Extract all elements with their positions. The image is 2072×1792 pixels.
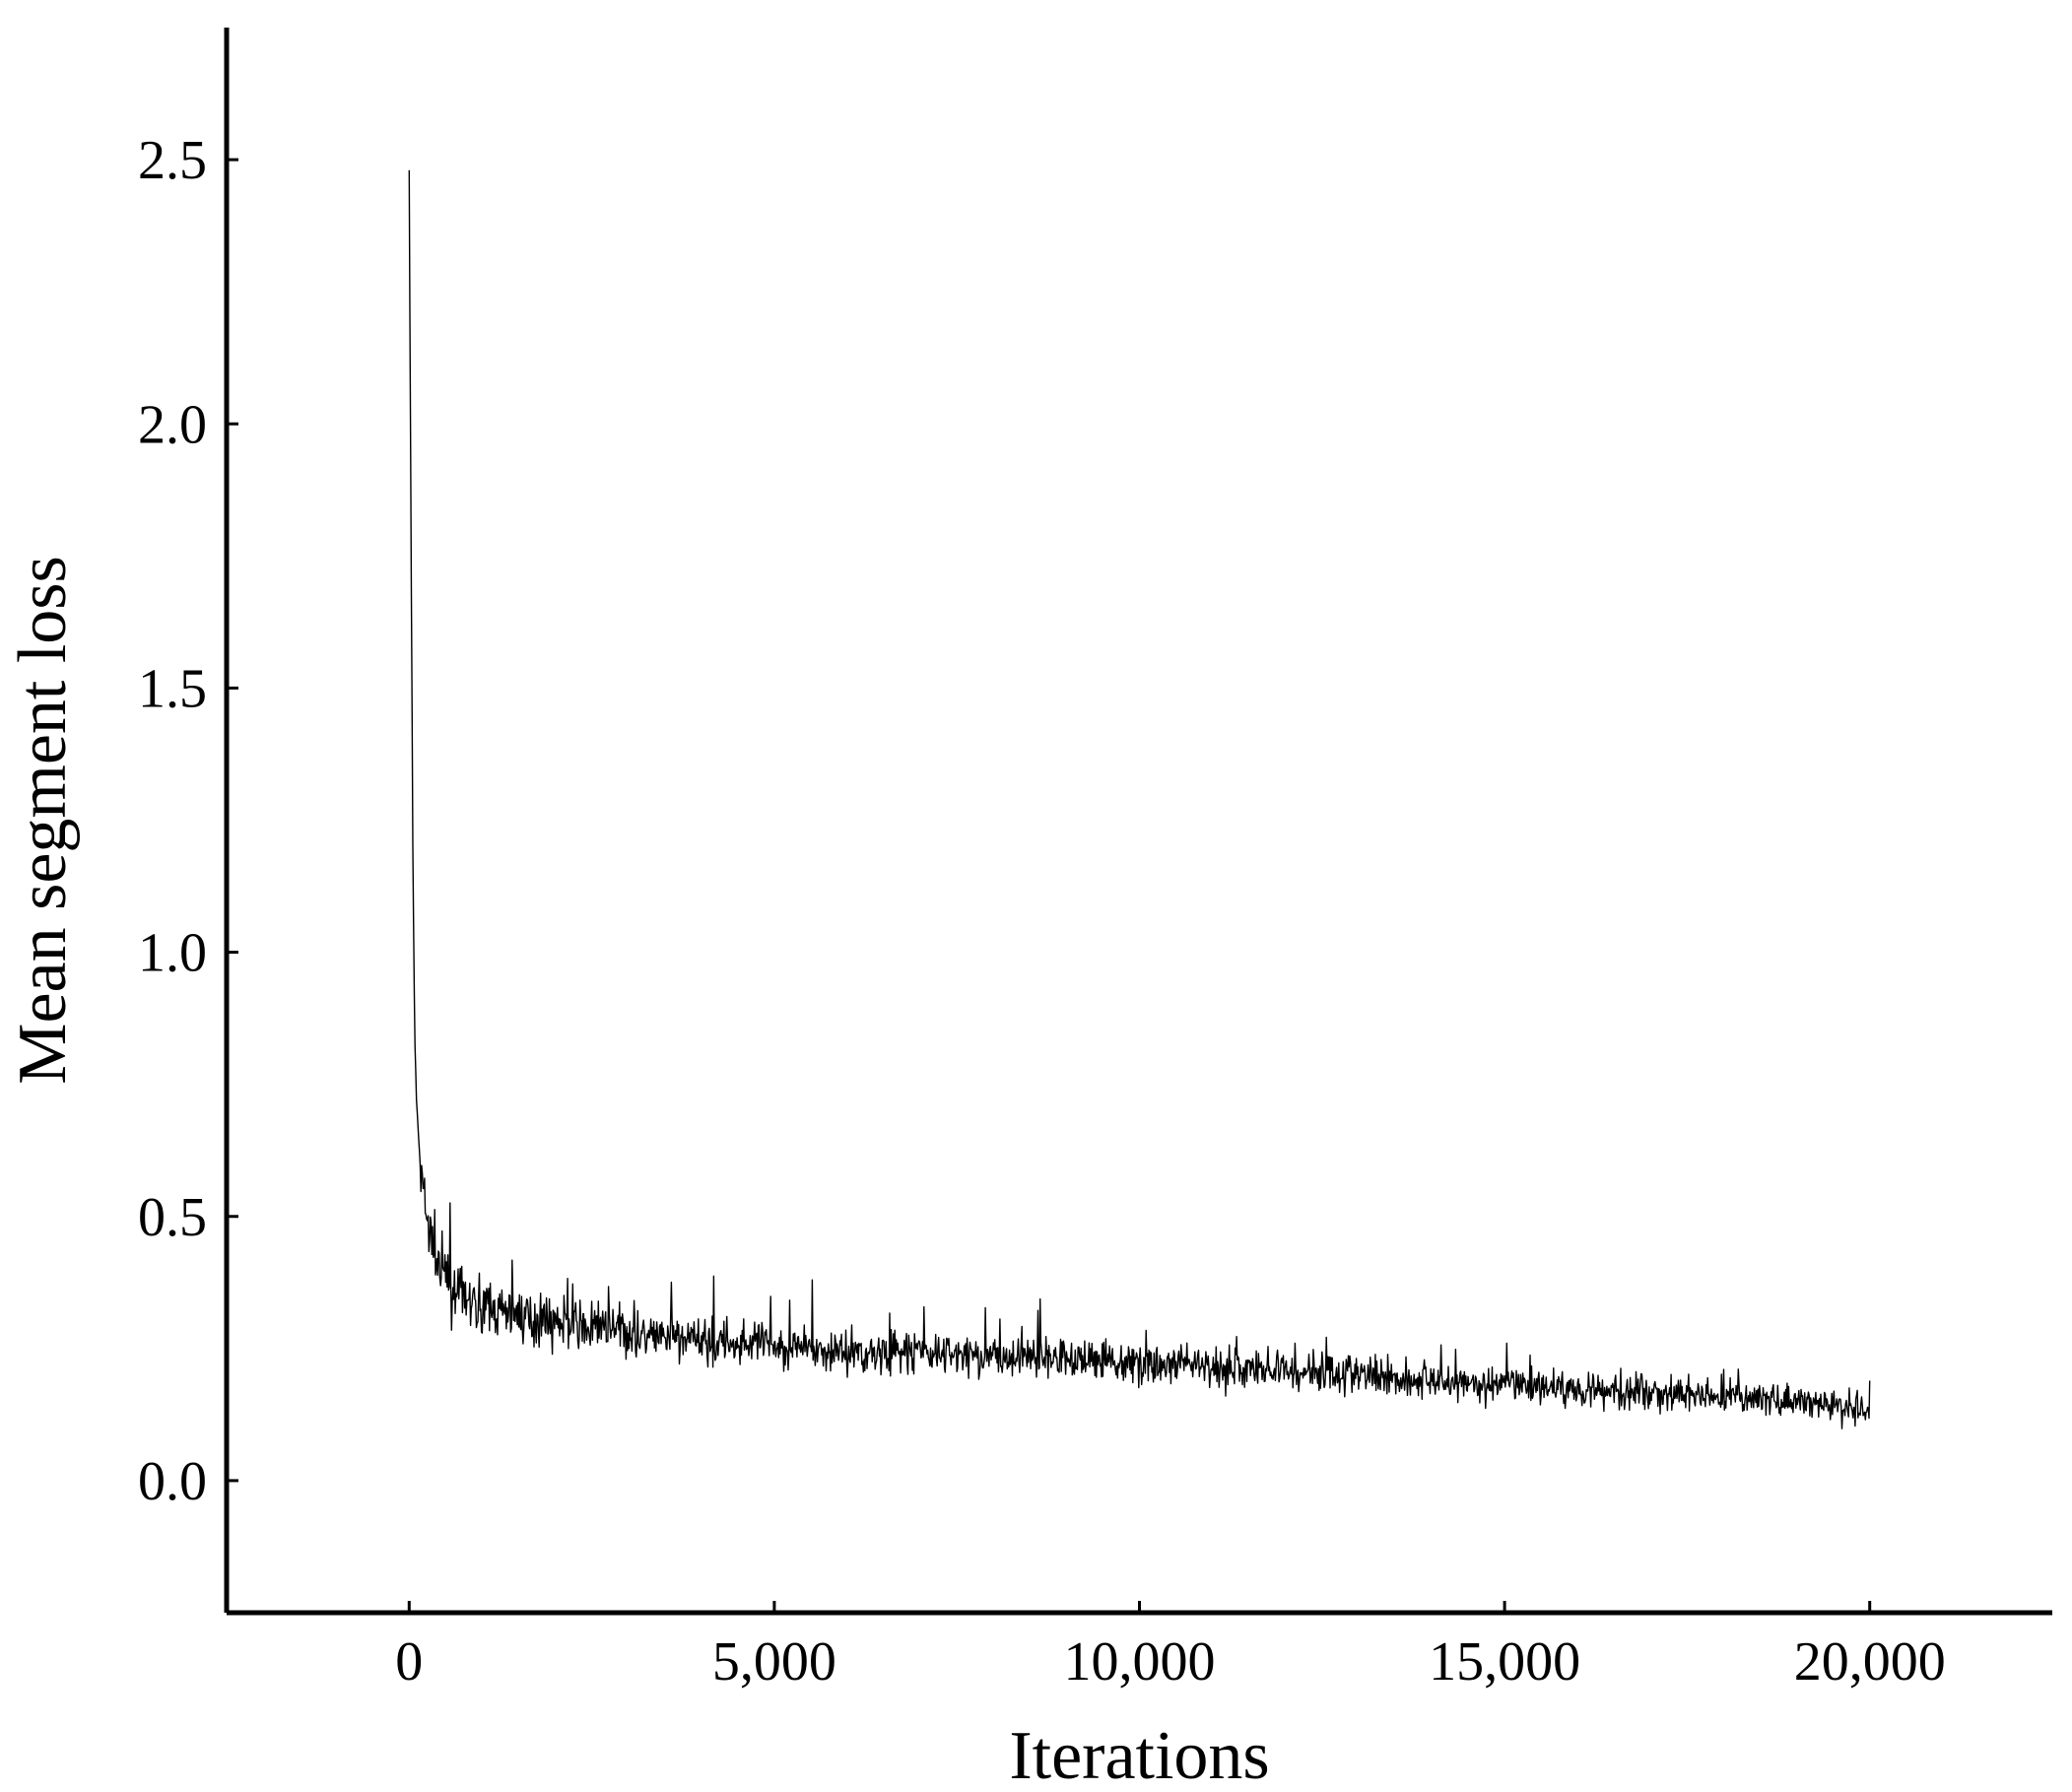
- x-axis-title: Iterations: [1009, 1718, 1269, 1792]
- x-tick-label: 5,000: [712, 1631, 836, 1692]
- x-tick-label: 10,000: [1064, 1631, 1216, 1692]
- loss-series-line: [408, 169, 1871, 1429]
- y-ticks: 0.0 0.5 1.0 1.5 2.0 2.5: [138, 130, 238, 1512]
- x-tick-label: 15,000: [1429, 1631, 1580, 1692]
- plot-area: [408, 169, 1871, 1429]
- y-axis-title: Mean segment loss: [5, 556, 81, 1085]
- x-ticks: 0 5,000 10,000 15,000 20,000: [395, 1601, 1946, 1692]
- x-tick-label: 0: [395, 1631, 423, 1692]
- y-tick-label: 2.5: [138, 130, 207, 191]
- x-tick-label: 20,000: [1794, 1631, 1946, 1692]
- y-tick-label: 0.5: [138, 1187, 207, 1248]
- y-tick-label: 1.5: [138, 658, 207, 719]
- y-tick-label: 1.0: [138, 923, 207, 984]
- y-tick-label: 2.0: [138, 394, 207, 455]
- y-tick-label: 0.0: [138, 1451, 207, 1512]
